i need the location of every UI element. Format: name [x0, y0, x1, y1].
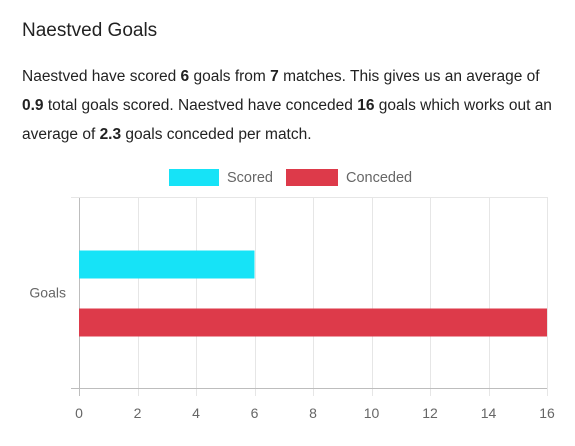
x-tick-label: 12 — [422, 405, 438, 421]
goals-description: Naestved have scored 6 goals from 7 matc… — [22, 62, 557, 149]
legend-label-conceded: Conceded — [346, 170, 412, 186]
scored-value: 6 — [180, 68, 190, 85]
y-category-label: Goals — [29, 285, 66, 301]
x-tick-label: 16 — [539, 405, 555, 421]
chart-grid — [79, 197, 548, 396]
bar-conceded — [79, 308, 547, 337]
x-tick-label: 0 — [75, 405, 83, 421]
chart-axes: 0 2 4 6 8 10 12 14 16 Goals — [29, 197, 555, 421]
legend-label-scored: Scored — [227, 170, 273, 186]
x-tick-label: 10 — [364, 405, 380, 421]
desc-text: Naestved have scored — [22, 68, 181, 85]
desc-text: matches. This gives us an average of — [278, 68, 540, 85]
chart-bars — [79, 250, 547, 337]
avg-scored-value: 0.9 — [22, 97, 44, 114]
x-tick-label: 8 — [309, 405, 317, 421]
desc-text: goals which works out an average of — [22, 97, 552, 143]
desc-text: total goals scored. Naestved have conced… — [43, 97, 358, 114]
desc-text: goals from — [189, 68, 271, 85]
bar-scored — [79, 250, 255, 279]
legend-swatch-scored — [169, 169, 219, 186]
section-title: Naestved Goals — [22, 20, 158, 41]
avg-conceded-value: 2.3 — [99, 126, 122, 143]
matches-value: 7 — [270, 68, 279, 85]
x-tick-label: 14 — [481, 405, 497, 421]
conceded-value: 16 — [357, 97, 375, 114]
x-tick-label: 2 — [134, 405, 142, 421]
chart-legend: Scored Conceded — [169, 169, 412, 186]
legend-swatch-conceded — [286, 169, 338, 186]
x-tick-label: 4 — [192, 405, 200, 421]
x-tick-label: 6 — [251, 405, 259, 421]
desc-text: goals conceded per match. — [121, 126, 312, 143]
